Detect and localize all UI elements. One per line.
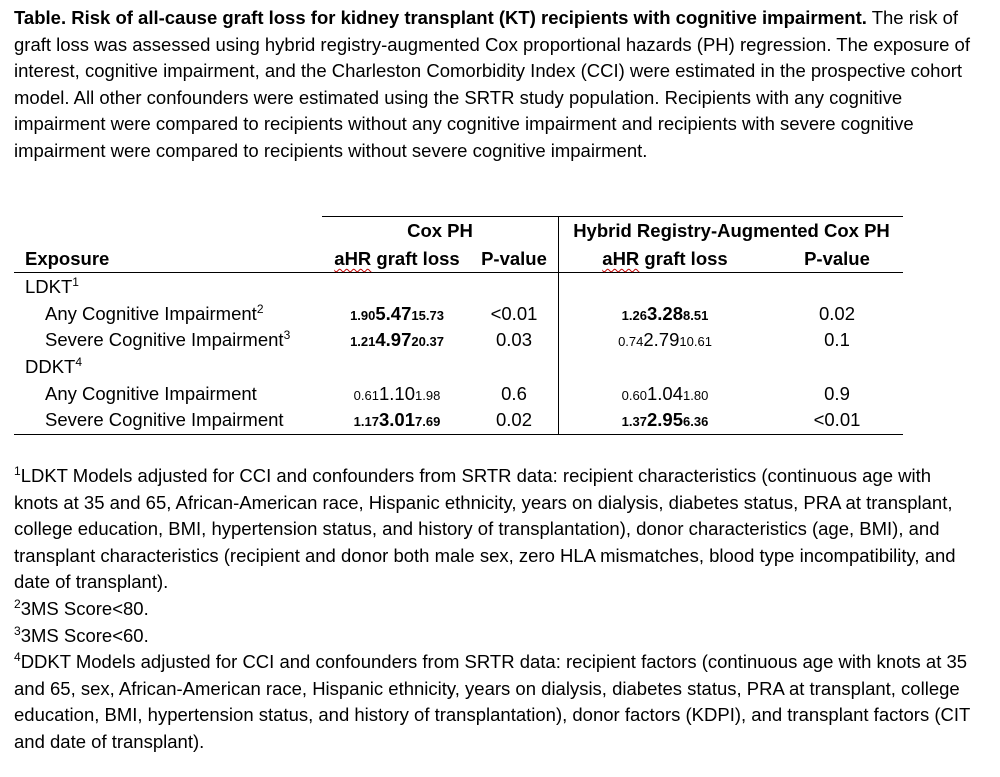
hybrid-ahr-header: aHR graft loss	[570, 247, 760, 271]
ci-lower: 1.26	[621, 308, 647, 323]
ci-lower: 1.21	[350, 334, 376, 349]
footnote-3: 33MS Score<60.	[14, 623, 974, 650]
ci-upper: 6.36	[683, 414, 709, 429]
footnote-mark: 1	[14, 463, 21, 478]
cox-ahr-suffix: graft loss	[371, 248, 460, 269]
cox-pvalue-ddkt-severe: 0.02	[495, 409, 532, 430]
point-estimate: 1.04	[646, 383, 683, 404]
hybrid-ahr-abbrev: aHR	[602, 248, 640, 269]
group-header-cox: Cox PH	[407, 220, 473, 241]
footnote-text: 3MS Score<60.	[20, 624, 149, 646]
point-estimate: 5.47	[375, 303, 412, 324]
ci-upper: 1.98	[415, 388, 441, 403]
cox-estimate-ldkt-severe: 1.214.9720.37	[326, 328, 468, 354]
section-label-ldkt: LDKT1	[25, 275, 79, 299]
footnote-text: 3MS Score<80.	[20, 597, 149, 619]
table-rule-bottom	[14, 434, 903, 435]
section-label-text: LDKT	[25, 276, 73, 297]
ci-upper: 7.69	[415, 414, 441, 429]
hybrid-pvalue-ddkt-any: 0.9	[824, 383, 850, 404]
ci-lower: 0.74	[618, 334, 644, 349]
table-caption: Table. Risk of all-cause graft loss for …	[14, 5, 989, 165]
footnote-text: LDKT Models adjusted for CCI and confoun…	[14, 465, 956, 593]
hybrid-estimate-ddkt-any: 0.601.041.80	[570, 382, 760, 408]
ci-upper: 1.80	[683, 388, 709, 403]
ci-lower: 0.60	[621, 388, 647, 403]
point-estimate: 3.28	[646, 303, 683, 324]
cox-pvalue-ldkt-any: <0.01	[490, 303, 538, 324]
point-estimate: 3.01	[378, 409, 415, 430]
point-estimate: 1.10	[378, 383, 415, 404]
footnote-marker: 2	[256, 301, 264, 316]
ci-upper: 8.51	[683, 308, 709, 323]
cox-ahr-abbrev: aHR	[334, 248, 372, 269]
row-label-ddkt-severe: Severe Cognitive Impairment	[45, 409, 284, 430]
footnotes: 1LDKT Models adjusted for CCI and confou…	[14, 463, 974, 756]
footnote-2: 23MS Score<80.	[14, 596, 974, 623]
row-label-text: Any Cognitive Impairment	[45, 303, 257, 324]
ci-lower: 1.37	[621, 414, 647, 429]
ci-upper: 10.61	[679, 334, 712, 349]
ci-lower: 0.61	[353, 388, 379, 403]
table-rule-top-cox	[322, 216, 558, 217]
cox-pvalue-ddkt-any: 0.6	[501, 383, 527, 404]
hybrid-estimate-ldkt-any: 1.263.288.51	[570, 302, 760, 328]
footnote-mark: 2	[14, 596, 21, 611]
footnote-mark: 4	[14, 650, 21, 664]
cox-estimate-ddkt-severe: 1.173.017.69	[326, 408, 468, 434]
cox-ahr-header: aHR graft loss	[326, 247, 468, 271]
ci-lower: 1.90	[350, 308, 376, 323]
footnote-mark: 3	[14, 623, 21, 638]
group-header-hybrid: Hybrid Registry-Augmented Cox PH	[573, 220, 890, 241]
hybrid-pvalue-ddkt-severe: <0.01	[813, 409, 861, 430]
hybrid-pvalue-ldkt-severe: 0.1	[824, 329, 850, 350]
cox-pvalue-ldkt-severe: 0.03	[495, 329, 532, 350]
table-rule-top-hybrid	[558, 216, 903, 217]
footnote-1: 1LDKT Models adjusted for CCI and confou…	[14, 463, 974, 596]
footnote-marker: 1	[72, 274, 79, 289]
caption-title: Table. Risk of all-cause graft loss for …	[14, 7, 867, 28]
hybrid-pvalue-ldkt-any: 0.02	[818, 303, 855, 324]
row-label-text: Severe Cognitive Impairment	[45, 329, 284, 350]
cox-pvalue-header: P-value	[481, 248, 547, 269]
footnote-marker: 3	[283, 327, 291, 342]
section-label-text: DDKT	[25, 356, 76, 377]
table-rule-header	[14, 272, 903, 273]
row-label-ldkt-severe: Severe Cognitive Impairment3	[45, 328, 290, 352]
hybrid-ahr-suffix: graft loss	[639, 248, 728, 269]
point-estimate: 2.95	[646, 409, 683, 430]
footnote-marker: 4	[75, 354, 83, 369]
section-label-ddkt: DDKT4	[25, 355, 82, 379]
results-table: Cox PH Hybrid Registry-Augmented Cox PH …	[14, 216, 904, 436]
hybrid-pvalue-header: P-value	[804, 248, 870, 269]
row-label-ldkt-any: Any Cognitive Impairment2	[45, 302, 264, 326]
footnote-4: 4DDKT Models adjusted for CCI and confou…	[14, 649, 974, 755]
point-estimate: 4.97	[375, 329, 412, 350]
caption-body: The risk of graft loss was assessed usin…	[14, 7, 970, 161]
row-label-ddkt-any: Any Cognitive Impairment	[45, 383, 257, 404]
cox-estimate-ldkt-any: 1.905.4715.73	[326, 302, 468, 328]
point-estimate: 2.79	[643, 329, 680, 350]
table-column-divider	[558, 216, 559, 435]
ci-upper: 20.37	[411, 334, 444, 349]
hybrid-estimate-ldkt-severe: 0.742.7910.61	[570, 328, 760, 354]
cox-estimate-ddkt-any: 0.611.101.98	[326, 382, 468, 408]
hybrid-estimate-ddkt-severe: 1.372.956.36	[570, 408, 760, 434]
document-page: Table. Risk of all-cause graft loss for …	[14, 5, 989, 165]
ci-lower: 1.17	[353, 414, 379, 429]
ci-upper: 15.73	[411, 308, 444, 323]
footnote-text: DDKT Models adjusted for CCI and confoun…	[14, 651, 970, 752]
exposure-header: Exposure	[25, 248, 110, 269]
